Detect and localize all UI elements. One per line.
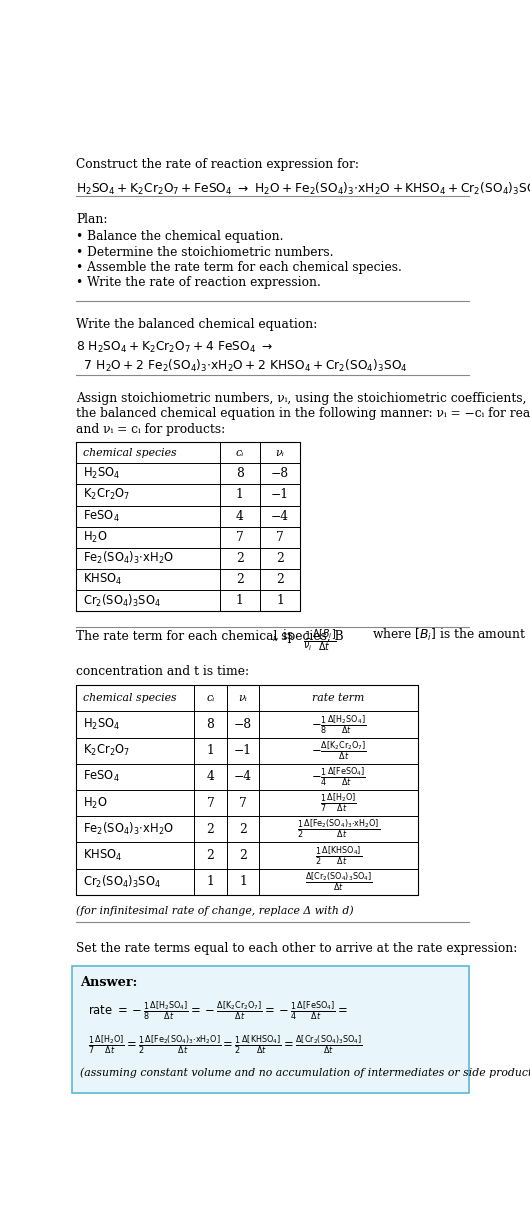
Bar: [76, 685, 418, 894]
Bar: [76, 442, 301, 611]
Text: concentration and t is time:: concentration and t is time:: [76, 665, 250, 679]
Text: 4: 4: [236, 510, 244, 522]
Text: $\mathregular{KHSO_4}$: $\mathregular{KHSO_4}$: [83, 572, 122, 588]
Text: Construct the rate of reaction expression for:: Construct the rate of reaction expressio…: [76, 158, 359, 171]
Text: 2: 2: [207, 849, 214, 862]
Text: $\mathregular{FeSO_4}$: $\mathregular{FeSO_4}$: [83, 509, 119, 524]
Text: $\mathregular{K_2Cr_2O_7}$: $\mathregular{K_2Cr_2O_7}$: [83, 743, 129, 759]
Text: • Write the rate of reaction expression.: • Write the rate of reaction expression.: [76, 276, 321, 290]
Text: • Assemble the rate term for each chemical species.: • Assemble the rate term for each chemic…: [76, 261, 402, 274]
Text: $\frac{1}{2}\frac{\Delta[\mathregular{Fe_2(SO_4)_3{\cdot}xH_2O}]}{\Delta t}$: $\frac{1}{2}\frac{\Delta[\mathregular{Fe…: [297, 818, 380, 840]
Text: Write the balanced chemical equation:: Write the balanced chemical equation:: [76, 318, 317, 331]
Text: Assign stoichiometric numbers, νᵢ, using the stoichiometric coefficients, cᵢ, fr: Assign stoichiometric numbers, νᵢ, using…: [76, 392, 530, 405]
Text: $\mathregular{H_2SO_4 + K_2Cr_2O_7 + FeSO_4}$$\mathregular{\  \rightarrow \ }$$\: $\mathregular{H_2SO_4 + K_2Cr_2O_7 + FeS…: [76, 181, 530, 197]
Text: $\mathregular{H_2O}$: $\mathregular{H_2O}$: [83, 796, 107, 811]
Text: 1: 1: [207, 744, 214, 758]
Text: $-\frac{\Delta[\mathregular{K_2Cr_2O_7}]}{\Delta t}$: $-\frac{\Delta[\mathregular{K_2Cr_2O_7}]…: [311, 739, 367, 761]
Text: $\frac{1}{7}\frac{\Delta[\mathregular{H_2O}]}{\Delta t}$: $\frac{1}{7}\frac{\Delta[\mathregular{H_…: [320, 792, 357, 814]
Text: $\frac{1}{\nu_i}\frac{\Delta[B_i]}{\Delta t}$: $\frac{1}{\nu_i}\frac{\Delta[B_i]}{\Delt…: [303, 627, 337, 653]
Text: $\mathregular{Fe_2(SO_4)_3{\cdot}xH_2O}$: $\mathregular{Fe_2(SO_4)_3{\cdot}xH_2O}$: [83, 551, 173, 567]
Text: νᵢ: νᵢ: [238, 694, 248, 703]
Text: where $[B_i]$ is the amount: where $[B_i]$ is the amount: [373, 627, 527, 643]
Text: the balanced chemical equation in the following manner: νᵢ = −cᵢ for reactants: the balanced chemical equation in the fo…: [76, 408, 530, 420]
Text: $\mathregular{Cr_2(SO_4)_3SO_4}$: $\mathregular{Cr_2(SO_4)_3SO_4}$: [83, 873, 161, 890]
Text: 1: 1: [239, 875, 247, 888]
Text: (assuming constant volume and no accumulation of intermediates or side products): (assuming constant volume and no accumul…: [80, 1067, 530, 1078]
Text: 2: 2: [207, 823, 214, 835]
Text: rate $= -\frac{1}{8}\frac{\Delta[\mathregular{H_2SO_4}]}{\Delta t} = -\frac{\Del: rate $= -\frac{1}{8}\frac{\Delta[\mathre…: [88, 999, 348, 1021]
Text: 7: 7: [239, 797, 247, 809]
Text: $\mathregular{K_2Cr_2O_7}$: $\mathregular{K_2Cr_2O_7}$: [83, 488, 129, 503]
Text: • Balance the chemical equation.: • Balance the chemical equation.: [76, 230, 284, 243]
Text: and νᵢ = cᵢ for products:: and νᵢ = cᵢ for products:: [76, 423, 226, 436]
Text: Plan:: Plan:: [76, 213, 108, 227]
Text: $_i$, is: $_i$, is: [272, 627, 295, 643]
Text: 8: 8: [207, 718, 214, 731]
Text: 1: 1: [236, 488, 244, 501]
Text: 2: 2: [236, 573, 244, 586]
Text: $\mathregular{H_2O}$: $\mathregular{H_2O}$: [83, 530, 107, 545]
Text: $\frac{1}{2}\frac{\Delta[\mathregular{KHSO_4}]}{\Delta t}$: $\frac{1}{2}\frac{\Delta[\mathregular{KH…: [315, 844, 362, 866]
Text: −8: −8: [234, 718, 252, 731]
Text: −4: −4: [234, 770, 252, 784]
Text: 2: 2: [239, 849, 247, 862]
Text: 7: 7: [236, 531, 244, 543]
Text: Answer:: Answer:: [80, 976, 138, 989]
Text: −1: −1: [234, 744, 252, 758]
Text: 1: 1: [276, 594, 284, 607]
Text: 1: 1: [207, 875, 214, 888]
Text: $\mathregular{KHSO_4}$: $\mathregular{KHSO_4}$: [83, 848, 122, 864]
Text: −8: −8: [271, 467, 289, 480]
Text: 2: 2: [276, 552, 284, 565]
Text: $\frac{\Delta[\mathregular{Cr_2(SO_4)_3SO_4}]}{\Delta t}$: $\frac{\Delta[\mathregular{Cr_2(SO_4)_3S…: [305, 871, 373, 893]
Text: $\mathregular{H_2SO_4}$: $\mathregular{H_2SO_4}$: [83, 717, 120, 732]
Text: 7: 7: [207, 797, 214, 809]
FancyBboxPatch shape: [73, 966, 469, 1093]
Text: $\mathregular{\ \ 7\ H_2O + 2\ Fe_2(SO_4)_3{\cdot}xH_2O + 2\ KHSO_4 + Cr_2(SO_4): $\mathregular{\ \ 7\ H_2O + 2\ Fe_2(SO_4…: [76, 359, 408, 375]
Text: 4: 4: [207, 770, 214, 784]
Text: chemical species: chemical species: [83, 694, 176, 703]
Text: cᵢ: cᵢ: [236, 447, 244, 457]
Text: $\mathregular{H_2SO_4}$: $\mathregular{H_2SO_4}$: [83, 466, 120, 482]
Text: $-\frac{1}{8}\frac{\Delta[\mathregular{H_2SO_4}]}{\Delta t}$: $-\frac{1}{8}\frac{\Delta[\mathregular{H…: [311, 713, 366, 736]
Text: rate term: rate term: [313, 694, 365, 703]
Text: (for infinitesimal rate of change, replace Δ with d): (for infinitesimal rate of change, repla…: [76, 906, 354, 917]
Text: νᵢ: νᵢ: [276, 447, 285, 457]
Text: The rate term for each chemical species, B: The rate term for each chemical species,…: [76, 630, 344, 643]
Text: 2: 2: [239, 823, 247, 835]
Text: $\mathregular{FeSO_4}$: $\mathregular{FeSO_4}$: [83, 769, 119, 785]
Text: $\mathregular{8\ H_2SO_4 + K_2Cr_2O_7 + 4\ FeSO_4 \ \rightarrow}$: $\mathregular{8\ H_2SO_4 + K_2Cr_2O_7 + …: [76, 340, 273, 355]
Text: 1: 1: [236, 594, 244, 607]
Text: −4: −4: [271, 510, 289, 522]
Text: • Determine the stoichiometric numbers.: • Determine the stoichiometric numbers.: [76, 245, 334, 259]
Text: 7: 7: [276, 531, 284, 543]
Text: chemical species: chemical species: [83, 447, 176, 457]
Text: $-\frac{1}{4}\frac{\Delta[\mathregular{FeSO_4}]}{\Delta t}$: $-\frac{1}{4}\frac{\Delta[\mathregular{F…: [311, 766, 366, 788]
Text: $\mathregular{Cr_2(SO_4)_3SO_4}$: $\mathregular{Cr_2(SO_4)_3SO_4}$: [83, 593, 161, 609]
Text: −1: −1: [271, 488, 289, 501]
Text: Set the rate terms equal to each other to arrive at the rate expression:: Set the rate terms equal to each other t…: [76, 942, 518, 956]
Text: cᵢ: cᵢ: [206, 694, 215, 703]
Text: $\mathregular{Fe_2(SO_4)_3{\cdot}xH_2O}$: $\mathregular{Fe_2(SO_4)_3{\cdot}xH_2O}$: [83, 822, 173, 838]
Text: 8: 8: [236, 467, 244, 480]
Text: 2: 2: [236, 552, 244, 565]
Text: 2: 2: [276, 573, 284, 586]
Text: $\frac{1}{7}\frac{\Delta[\mathregular{H_2O}]}{\Delta t} = \frac{1}{2}\frac{\Delt: $\frac{1}{7}\frac{\Delta[\mathregular{H_…: [88, 1034, 363, 1056]
